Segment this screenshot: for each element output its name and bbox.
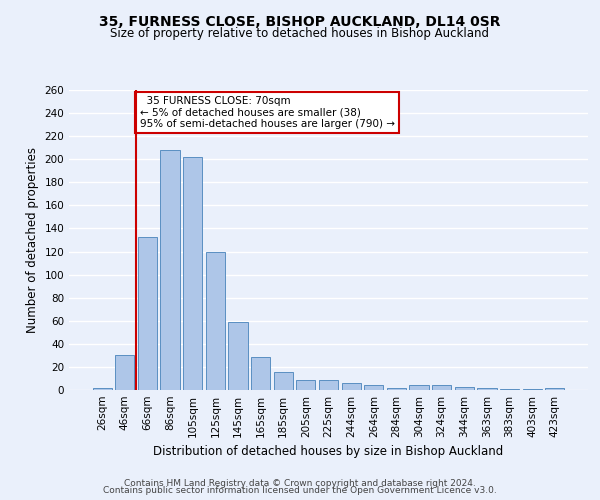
Bar (296, 380, 316, 390)
Text: Contains public sector information licensed under the Open Government Licence v3: Contains public sector information licen… (103, 486, 497, 495)
Bar (274, 372, 293, 390)
Bar (477, 388, 497, 390)
Bar (341, 383, 361, 390)
Text: 35 FURNESS CLOSE: 70sqm
← 5% of detached houses are smaller (38)
95% of semi-det: 35 FURNESS CLOSE: 70sqm ← 5% of detached… (140, 96, 395, 129)
Y-axis label: Number of detached properties: Number of detached properties (26, 147, 39, 333)
Text: 35, FURNESS CLOSE, BISHOP AUCKLAND, DL14 0SR: 35, FURNESS CLOSE, BISHOP AUCKLAND, DL14… (99, 15, 501, 29)
Bar (409, 386, 428, 390)
Bar (92, 388, 112, 390)
Bar (115, 356, 134, 390)
Bar (432, 386, 451, 390)
Text: Size of property relative to detached houses in Bishop Auckland: Size of property relative to detached ho… (110, 28, 490, 40)
Bar (229, 322, 248, 390)
X-axis label: Distribution of detached houses by size in Bishop Auckland: Distribution of detached houses by size … (154, 446, 503, 458)
Bar (319, 380, 338, 390)
Bar (523, 389, 542, 390)
Bar (545, 388, 565, 390)
Bar (455, 386, 474, 390)
Bar (160, 150, 180, 390)
Bar (364, 386, 383, 390)
Bar (251, 356, 270, 390)
Text: Contains HM Land Registry data © Crown copyright and database right 2024.: Contains HM Land Registry data © Crown c… (124, 478, 476, 488)
Bar (183, 157, 202, 390)
Bar (206, 252, 225, 390)
Bar (138, 236, 157, 390)
Bar (387, 388, 406, 390)
Bar (500, 389, 519, 390)
